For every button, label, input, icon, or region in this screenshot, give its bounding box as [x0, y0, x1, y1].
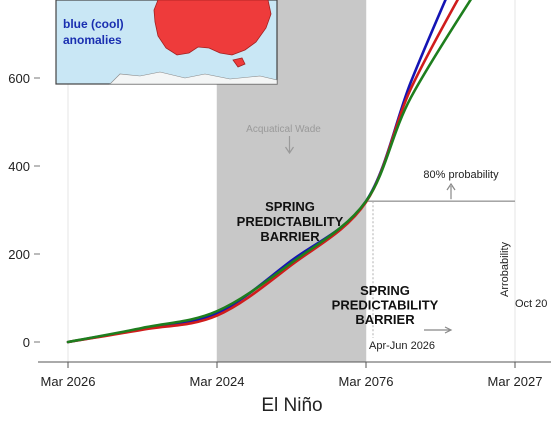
axes: 0 200 400 600 Mar 2026 Mar 2024 Mar 2076 Mar 20… — [8, 71, 551, 389]
probability-arrow-head — [446, 182, 456, 191]
barrier-line-2: PREDICTABILITY — [332, 298, 439, 313]
oct-label: Oct 20 — [515, 298, 547, 310]
x-axis-label: El Niño — [261, 395, 322, 416]
season-label: Apr-Jun 2026 — [369, 340, 435, 352]
x-tick-label: Mar 2027 — [488, 374, 543, 389]
inset-legend-line-1: blue (cool) — [63, 17, 124, 31]
series-line — [66, 0, 460, 344]
y-tick-label: 0 — [23, 335, 30, 350]
inset-map: blue (cool) anomalies — [55, 0, 278, 85]
region-faint-arrow — [285, 136, 294, 155]
region-faint-label: Acquatical Wade — [246, 124, 321, 135]
inset-island — [232, 57, 246, 68]
x-tick-label: Mar 2076 — [339, 374, 394, 389]
inset-legend-line-2: anomalies — [63, 33, 122, 47]
series-lines — [66, 0, 473, 344]
x-tick-label: Mar 2024 — [190, 374, 245, 389]
probability-label: 80% probability — [423, 169, 499, 181]
x-tick-label: Mar 2026 — [41, 374, 96, 389]
inset-land — [153, 0, 272, 56]
barrier-line-3: BARRIER — [355, 312, 415, 327]
inset-coast — [109, 71, 278, 85]
barrier-line-1: SPRING — [265, 199, 315, 214]
series-line — [66, 0, 473, 344]
y-tick-label: 600 — [8, 71, 30, 86]
season-arrow-head — [444, 326, 453, 334]
arrobability-label: Arrobability — [499, 241, 511, 297]
barrier-line-3: BARRIER — [260, 229, 320, 244]
y-tick-label: 200 — [8, 247, 30, 262]
barrier-line-1: SPRING — [360, 283, 410, 298]
barrier-line-2: PREDICTABILITY — [237, 214, 344, 229]
y-tick-label: 400 — [8, 159, 30, 174]
